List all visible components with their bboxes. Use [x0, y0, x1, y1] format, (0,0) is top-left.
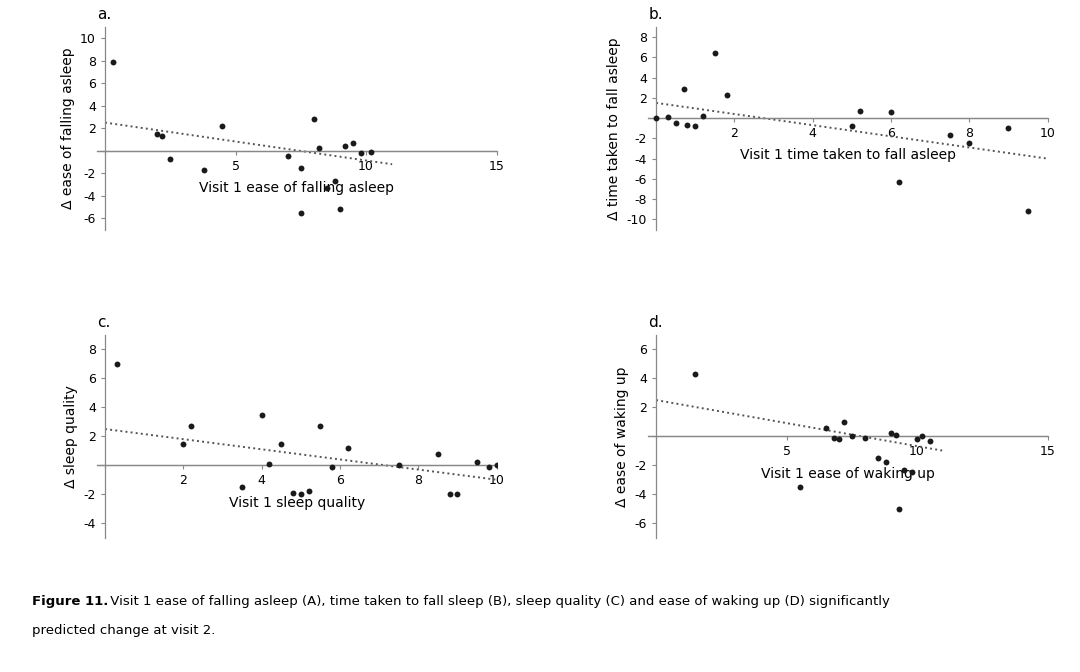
Point: [718, 89, 735, 100]
Point: [337, 141, 354, 152]
Point: [292, 207, 309, 218]
Text: b.: b.: [648, 7, 663, 22]
Point: [326, 176, 343, 187]
Point: [818, 422, 835, 433]
Point: [791, 482, 808, 493]
Point: [153, 131, 171, 142]
Point: [941, 130, 958, 140]
Point: [1000, 123, 1017, 134]
Point: [108, 358, 125, 369]
Point: [921, 435, 939, 446]
Point: [679, 120, 697, 130]
Point: [260, 458, 278, 469]
Point: [284, 487, 301, 498]
Point: [890, 503, 907, 514]
Point: [831, 434, 848, 445]
Point: [914, 431, 931, 442]
Point: [162, 153, 179, 164]
Point: [648, 113, 665, 124]
Point: [332, 204, 349, 214]
Point: [175, 438, 192, 449]
Point: [345, 138, 362, 149]
Point: [877, 457, 894, 468]
Point: [856, 432, 874, 443]
Point: [429, 448, 446, 459]
Point: [272, 438, 289, 449]
Point: [843, 431, 861, 442]
Point: [195, 165, 213, 175]
Point: [882, 428, 900, 439]
Text: Figure 11.: Figure 11.: [32, 595, 109, 607]
Y-axis label: Δ ease of falling asleep: Δ ease of falling asleep: [60, 48, 75, 209]
Point: [279, 151, 296, 162]
Point: [352, 148, 369, 159]
Point: [895, 464, 913, 475]
Point: [233, 482, 251, 493]
Point: [869, 453, 887, 464]
Point: [469, 457, 486, 468]
Point: [706, 48, 724, 58]
Point: [843, 121, 861, 132]
Point: [659, 112, 676, 122]
Point: [363, 146, 380, 157]
Point: [292, 162, 309, 173]
Point: [882, 107, 900, 118]
Point: [1020, 206, 1037, 216]
Point: [310, 143, 327, 154]
Point: [836, 417, 853, 427]
Point: [908, 434, 926, 445]
Point: [694, 111, 712, 122]
Point: [961, 138, 978, 149]
Point: [851, 106, 868, 116]
Text: Visit 1 ease of falling asleep (A), time taken to fall sleep (B), sleep quality : Visit 1 ease of falling asleep (A), time…: [106, 595, 890, 607]
Point: [149, 128, 166, 139]
Point: [903, 467, 920, 478]
Y-axis label: Δ time taken to fall asleep: Δ time taken to fall asleep: [607, 37, 621, 220]
Point: [104, 56, 121, 67]
Point: [488, 460, 505, 470]
X-axis label: Visit 1 sleep quality: Visit 1 sleep quality: [229, 495, 365, 509]
Text: predicted change at visit 2.: predicted change at visit 2.: [32, 624, 216, 636]
Point: [890, 177, 907, 187]
Text: a.: a.: [97, 7, 111, 22]
Point: [300, 486, 318, 497]
Y-axis label: Δ ease of waking up: Δ ease of waking up: [616, 366, 630, 507]
Text: c.: c.: [97, 314, 110, 329]
Text: d.: d.: [648, 314, 663, 329]
X-axis label: Visit 1 ease of waking up: Visit 1 ease of waking up: [761, 466, 935, 480]
Point: [253, 409, 270, 420]
Point: [183, 421, 200, 431]
Y-axis label: Δ sleep quality: Δ sleep quality: [64, 385, 78, 488]
Point: [319, 183, 336, 194]
Point: [390, 460, 407, 470]
Point: [292, 489, 309, 499]
Point: [888, 429, 905, 440]
X-axis label: Visit 1 time taken to fall asleep: Visit 1 time taken to fall asleep: [740, 149, 956, 163]
Point: [687, 369, 704, 380]
Point: [312, 421, 329, 431]
Point: [667, 118, 685, 128]
Point: [214, 120, 231, 131]
Point: [306, 114, 323, 124]
X-axis label: Visit 1 ease of falling asleep: Visit 1 ease of falling asleep: [200, 181, 394, 195]
Point: [339, 442, 356, 453]
Point: [448, 489, 465, 499]
Point: [441, 489, 458, 499]
Point: [687, 121, 704, 132]
Point: [825, 432, 842, 443]
Point: [480, 461, 497, 472]
Point: [323, 461, 340, 472]
Point: [675, 83, 692, 94]
